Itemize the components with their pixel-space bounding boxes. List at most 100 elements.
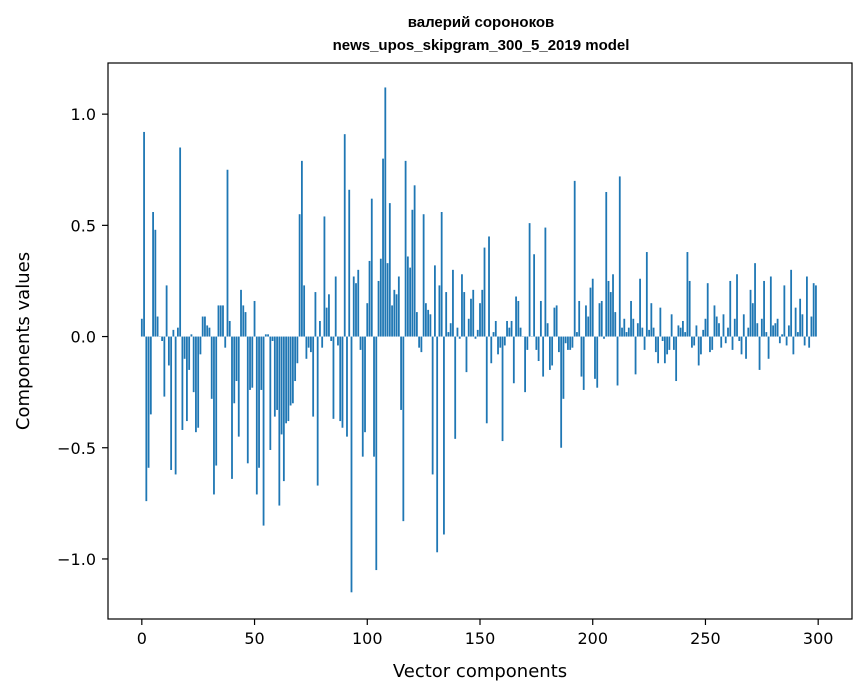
y-tick-label: 0.0 bbox=[71, 328, 96, 347]
bar-250 bbox=[705, 319, 707, 337]
bar-226 bbox=[650, 303, 652, 336]
bar-128 bbox=[430, 314, 432, 336]
bar-175 bbox=[535, 337, 537, 350]
bar-36 bbox=[222, 305, 224, 336]
bar-293 bbox=[802, 314, 804, 336]
bar-65 bbox=[287, 337, 289, 422]
bar-164 bbox=[511, 321, 513, 337]
bar-216 bbox=[628, 328, 630, 337]
bar-38 bbox=[227, 170, 229, 337]
bar-259 bbox=[725, 337, 727, 344]
bar-166 bbox=[515, 297, 517, 337]
bar-230 bbox=[659, 308, 661, 337]
bar-130 bbox=[434, 265, 436, 336]
bar-89 bbox=[342, 337, 344, 428]
bar-279 bbox=[770, 277, 772, 337]
bar-72 bbox=[303, 285, 305, 336]
bar-24 bbox=[195, 337, 197, 433]
bar-44 bbox=[240, 290, 242, 337]
bar-13 bbox=[170, 337, 172, 470]
bar-150 bbox=[479, 303, 481, 336]
bar-12 bbox=[168, 337, 170, 366]
bar-126 bbox=[425, 303, 427, 336]
bar-217 bbox=[630, 301, 632, 337]
bar-155 bbox=[490, 337, 492, 364]
bar-92 bbox=[348, 190, 350, 337]
bar-294 bbox=[804, 337, 806, 346]
bar-190 bbox=[569, 337, 571, 350]
bar-96 bbox=[357, 270, 359, 337]
bar-185 bbox=[558, 337, 560, 353]
bar-90 bbox=[344, 134, 346, 336]
bar-187 bbox=[563, 337, 565, 399]
bar-131 bbox=[436, 337, 438, 553]
bar-61 bbox=[278, 337, 280, 506]
bar-18 bbox=[182, 337, 184, 430]
bar-122 bbox=[416, 312, 418, 336]
bar-145 bbox=[468, 319, 470, 337]
bar-260 bbox=[727, 328, 729, 337]
x-tick-label: 150 bbox=[465, 629, 496, 648]
bar-249 bbox=[702, 330, 704, 337]
bar-170 bbox=[524, 337, 526, 393]
bar-246 bbox=[696, 325, 698, 336]
bar-81 bbox=[324, 216, 326, 336]
bar-176 bbox=[538, 337, 540, 361]
bar-125 bbox=[423, 214, 425, 336]
chart-title: валерий сороноков bbox=[408, 14, 555, 31]
bar-213 bbox=[621, 328, 623, 337]
bar-49 bbox=[251, 337, 253, 388]
bar-11 bbox=[166, 285, 168, 336]
bar-206 bbox=[605, 192, 607, 337]
bar-68 bbox=[294, 337, 296, 381]
bar-54 bbox=[263, 337, 265, 526]
bar-271 bbox=[752, 303, 754, 336]
bar-288 bbox=[790, 270, 792, 337]
bar-102 bbox=[371, 199, 373, 337]
bar-139 bbox=[454, 337, 456, 439]
x-axis-label: Vector components bbox=[393, 661, 567, 682]
bar-60 bbox=[276, 337, 278, 410]
y-tick-label: −1.0 bbox=[57, 550, 96, 569]
bar-243 bbox=[689, 281, 691, 337]
bar-47 bbox=[247, 337, 249, 464]
bar-292 bbox=[799, 299, 801, 337]
bar-257 bbox=[720, 337, 722, 348]
y-tick-label: 0.5 bbox=[71, 216, 96, 235]
bar-148 bbox=[475, 337, 477, 339]
bar-117 bbox=[405, 161, 407, 337]
bar-244 bbox=[691, 337, 693, 348]
bar-53 bbox=[260, 337, 262, 390]
bar-3 bbox=[148, 337, 150, 468]
bar-4 bbox=[150, 337, 152, 415]
bar-99 bbox=[364, 337, 366, 433]
bar-208 bbox=[610, 292, 612, 336]
bar-197 bbox=[585, 305, 587, 336]
bar-67 bbox=[292, 337, 294, 404]
bar-240 bbox=[682, 321, 684, 337]
bar-228 bbox=[655, 337, 657, 353]
bar-83 bbox=[328, 294, 330, 336]
bar-32 bbox=[213, 337, 215, 495]
bar-171 bbox=[526, 337, 528, 350]
bar-261 bbox=[729, 281, 731, 337]
bar-127 bbox=[427, 310, 429, 337]
bar-275 bbox=[761, 319, 763, 337]
bar-160 bbox=[502, 337, 504, 442]
bar-21 bbox=[188, 337, 190, 370]
bar-233 bbox=[666, 337, 668, 355]
bar-62 bbox=[281, 337, 283, 435]
x-tick-label: 300 bbox=[803, 629, 834, 648]
bar-42 bbox=[236, 337, 238, 381]
bar-94 bbox=[353, 277, 355, 337]
bar-115 bbox=[400, 337, 402, 410]
bar-188 bbox=[565, 337, 567, 344]
bar-138 bbox=[452, 270, 454, 337]
bar-268 bbox=[745, 337, 747, 359]
bar-247 bbox=[698, 337, 700, 366]
bar-1 bbox=[143, 132, 145, 337]
bar-25 bbox=[197, 337, 199, 428]
bar-147 bbox=[472, 290, 474, 337]
bar-198 bbox=[587, 317, 589, 337]
bar-184 bbox=[556, 305, 558, 336]
